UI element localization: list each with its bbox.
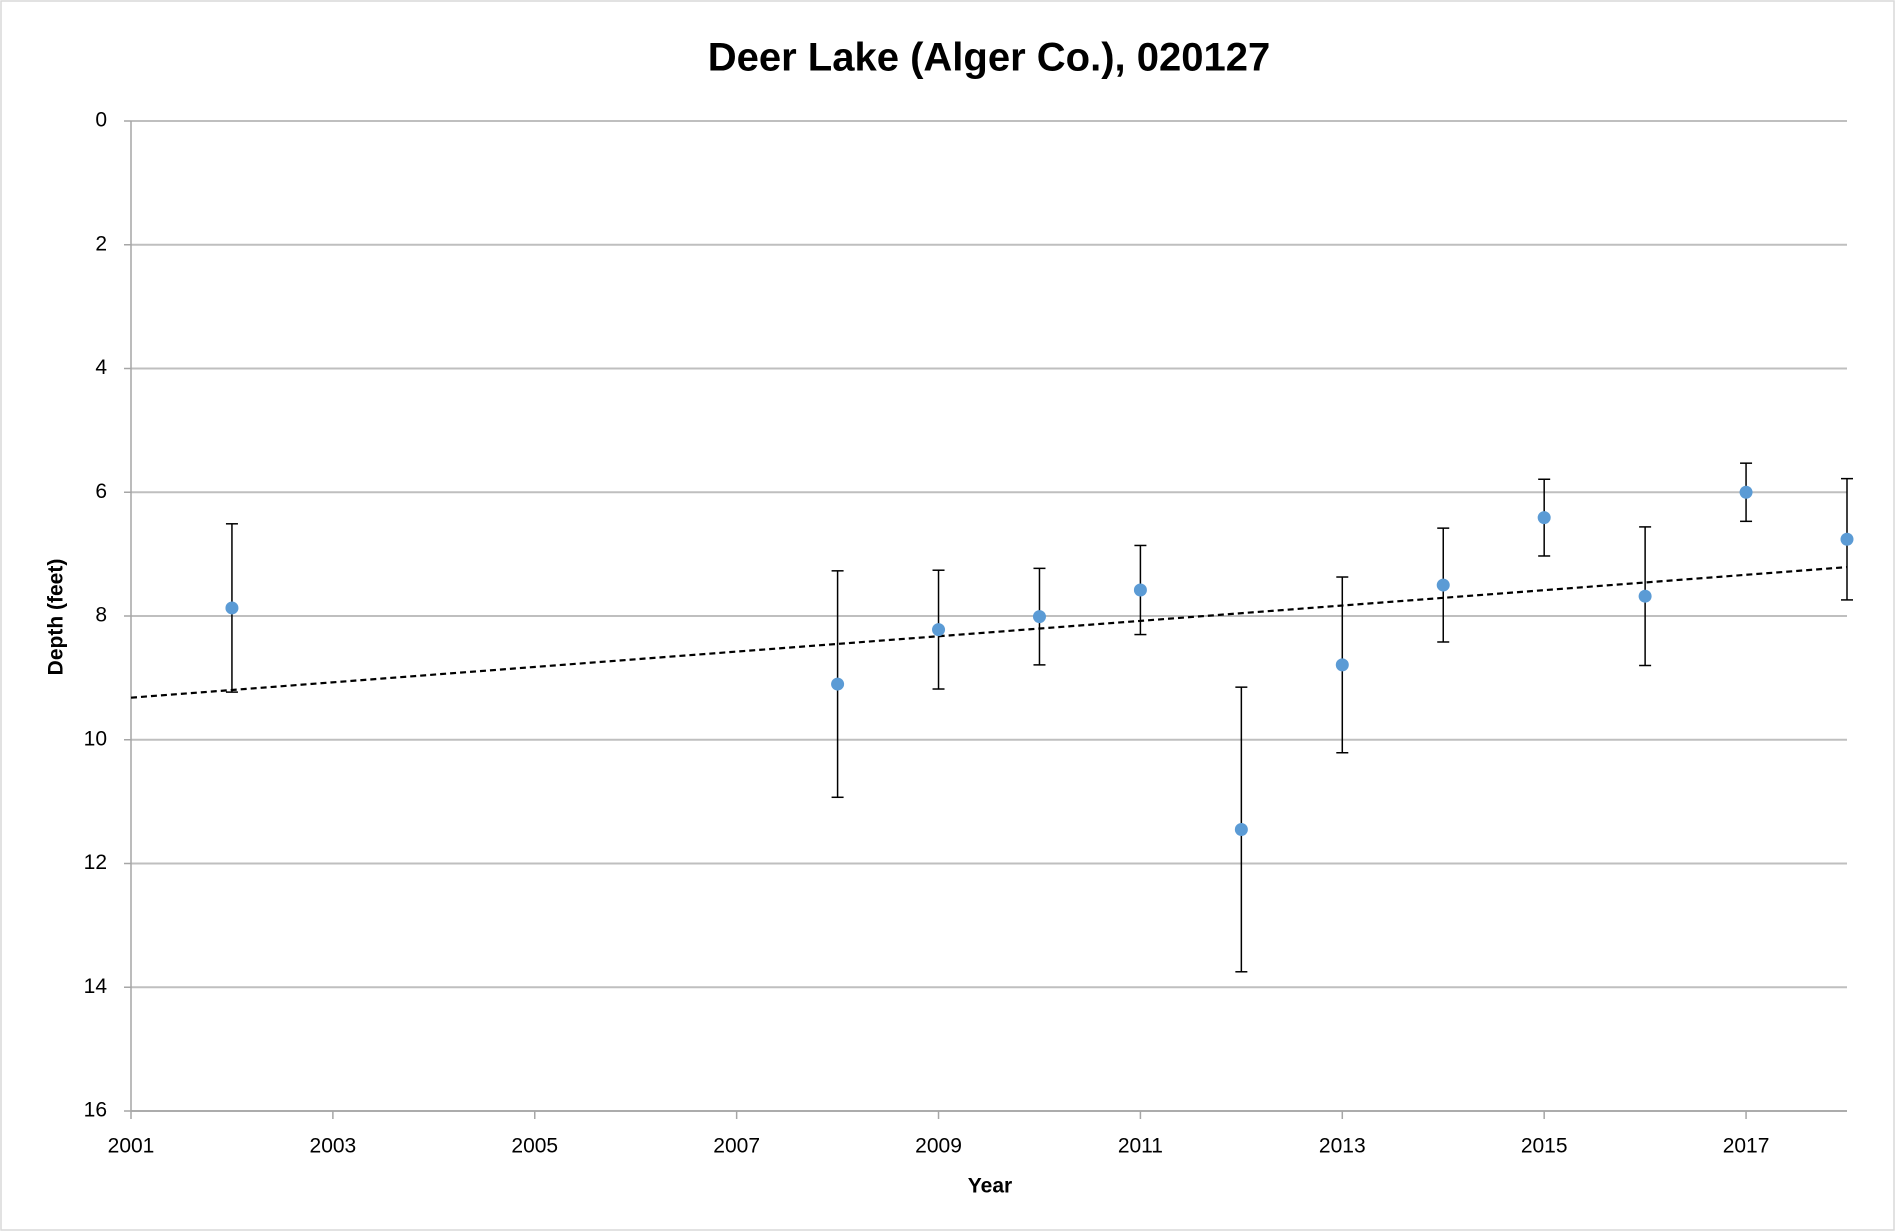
y-tick-label: 10 (84, 727, 107, 750)
point (1537, 511, 1551, 525)
y-tick-label: 14 (84, 975, 108, 998)
y-axis-label: Depth (feet) (45, 559, 68, 676)
x-axis-label: Year (968, 1175, 1012, 1198)
x-tick-label: 2017 (1723, 1135, 1770, 1158)
y-tick-label: 8 (95, 604, 107, 627)
point (932, 623, 946, 637)
x-tick-label: 2015 (1521, 1135, 1568, 1158)
x-tick-label: 2003 (310, 1135, 357, 1158)
point (1133, 583, 1147, 597)
x-tick-label: 2009 (915, 1135, 962, 1158)
y-tick-label: 12 (84, 851, 107, 874)
x-tick-label: 2011 (1118, 1135, 1163, 1158)
x-tick-label: 2001 (108, 1135, 155, 1158)
point (1840, 532, 1854, 546)
trend-line (130, 566, 1848, 699)
point (831, 677, 845, 691)
point (1234, 822, 1248, 836)
point (225, 601, 239, 615)
y-tick-label: 6 (95, 480, 107, 503)
point (1638, 589, 1652, 603)
point (1335, 658, 1349, 672)
y-tick-label: 4 (95, 356, 107, 379)
y-tick-label: 16 (84, 1099, 107, 1122)
y-tick-label: 0 (95, 109, 107, 132)
point (1032, 610, 1046, 624)
chart-title: Deer Lake (Alger Co.), 020127 (708, 36, 1270, 80)
point (1739, 485, 1753, 499)
x-tick-label: 2007 (713, 1135, 760, 1158)
x-tick-label: 2013 (1319, 1135, 1366, 1158)
x-tick-label: 2005 (511, 1135, 558, 1158)
point (1436, 578, 1450, 592)
y-tick-label: 2 (95, 232, 107, 255)
